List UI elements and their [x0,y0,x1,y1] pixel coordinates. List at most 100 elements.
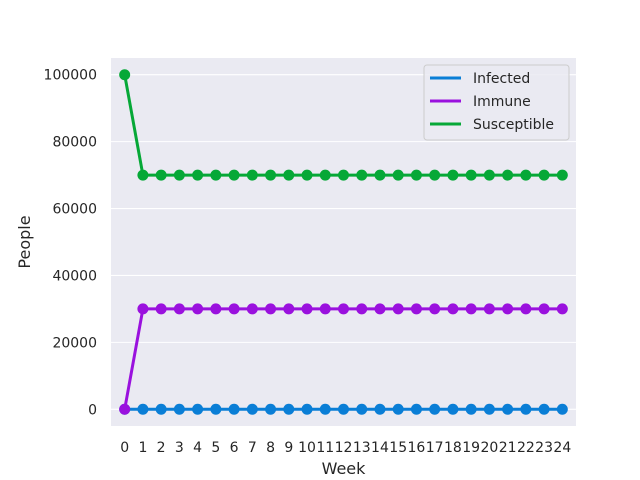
data-point-infected [338,403,349,415]
legend-box [423,64,570,141]
x-tick-label: 19 [462,440,480,456]
y-tick-label: 0 [88,402,97,418]
data-point-infected [173,403,185,415]
data-point-infected [447,403,459,415]
x-tick-label: 17 [426,440,444,456]
y-tick-label: 20000 [52,335,97,351]
data-point-infected [429,403,441,415]
x-tick-label: 23 [535,440,553,456]
data-point-susceptible [520,169,532,181]
data-point-immune [374,303,386,315]
data-point-infected [137,403,149,415]
data-point-infected [483,403,495,415]
data-point-susceptible [429,169,441,181]
data-point-immune [538,303,550,315]
data-point-susceptible [392,169,404,181]
data-point-susceptible [556,169,568,181]
x-tick-label: 5 [211,440,220,456]
x-tick-label: 11 [316,440,334,456]
data-point-infected [556,403,568,415]
x-tick-label: 14 [371,440,389,456]
data-point-immune [465,303,477,315]
series-susceptible [119,69,568,181]
data-point-immune [119,403,131,415]
data-point-susceptible [155,169,167,181]
data-point-susceptible [338,169,349,181]
x-tick-label: 21 [499,440,517,456]
data-point-immune [246,303,258,315]
data-point-infected [301,403,313,415]
y-tick-label: 80000 [52,135,97,151]
data-point-susceptible [502,169,514,181]
x-tick-label: 20 [480,440,498,456]
data-point-susceptible [246,169,258,181]
data-point-susceptible [210,169,222,181]
data-point-immune [338,303,349,315]
data-point-infected [538,403,550,415]
data-point-infected [283,403,295,415]
data-point-susceptible [374,169,386,181]
data-point-immune [410,303,422,315]
x-tick-label: 15 [389,440,407,456]
x-tick-label: 10 [298,440,316,456]
data-point-immune [210,303,222,315]
legend-label: Infected [473,71,530,87]
x-tick-label: 16 [408,440,426,456]
data-point-immune [556,303,568,315]
data-point-immune [192,303,204,315]
legend-item: Infected [430,71,530,87]
x-tick-label: 2 [157,440,166,456]
data-point-susceptible [410,169,422,181]
data-point-susceptible [465,169,477,181]
x-tick-label: 0 [120,440,129,456]
data-point-susceptible [192,169,204,181]
data-point-immune [319,303,331,315]
y-axis-label: People [15,215,34,268]
data-point-immune [392,303,404,315]
data-point-immune [520,303,532,315]
y-tick-label: 100000 [44,68,97,84]
legend: Infected Immune Susceptible [423,64,570,141]
data-point-susceptible [301,169,313,181]
x-tick-label: 8 [266,440,275,456]
x-tick-label: 3 [175,440,184,456]
data-point-infected [356,403,368,415]
legend-item: Immune [430,94,531,110]
data-point-susceptible [119,69,131,81]
x-tick-label: 12 [335,440,353,456]
data-point-infected [228,403,240,415]
legend-label: Immune [473,94,531,110]
data-point-susceptible [173,169,185,181]
data-point-infected [155,403,167,415]
data-point-infected [265,403,277,415]
data-point-immune [228,303,240,315]
data-point-immune [137,303,149,315]
data-point-susceptible [283,169,295,181]
data-point-immune [265,303,277,315]
data-point-infected [410,403,422,415]
data-point-susceptible [356,169,368,181]
data-point-infected [319,403,331,415]
series-immune [119,303,568,415]
data-point-immune [447,303,459,315]
data-point-susceptible [447,169,459,181]
data-point-susceptible [319,169,331,181]
data-point-infected [520,403,532,415]
y-tick-label: 60000 [52,202,97,218]
x-tick-label: 13 [353,440,371,456]
y-tick-label: 40000 [52,268,97,284]
data-point-infected [192,403,204,415]
data-point-immune [429,303,441,315]
data-point-immune [283,303,295,315]
data-point-infected [465,403,477,415]
x-tick-label: 9 [284,440,293,456]
x-tick-label: 1 [138,440,147,456]
legend-item: Susceptible [430,117,554,133]
data-point-susceptible [538,169,550,181]
data-point-infected [210,403,222,415]
data-point-infected [246,403,258,415]
data-point-susceptible [483,169,495,181]
